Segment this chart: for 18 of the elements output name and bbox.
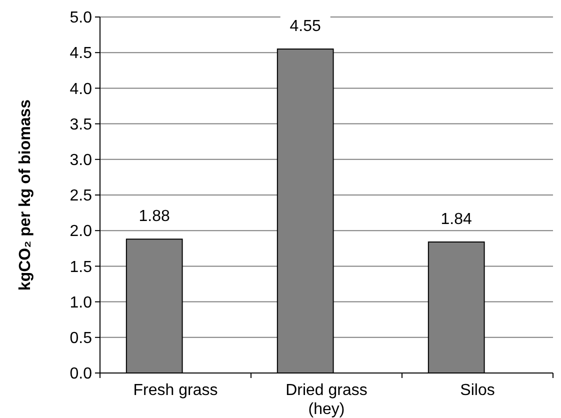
data-label: 1.88 xyxy=(138,208,170,226)
y-tick-label: 2.5 xyxy=(70,188,92,205)
data-label: 4.55 xyxy=(290,18,322,36)
data-label: 1.84 xyxy=(440,210,472,228)
y-tick-label: 1.0 xyxy=(70,294,92,312)
y-tick-label: 4.5 xyxy=(70,45,92,62)
y-tick-label: 3.5 xyxy=(70,116,92,134)
x-tick-label: Dried grass (hey) xyxy=(286,382,368,418)
y-tick-label: 1.5 xyxy=(70,258,92,276)
y-tick-label: 4.0 xyxy=(70,80,92,98)
x-tick-label: Silos xyxy=(460,382,495,399)
y-tick-label: 0.5 xyxy=(70,330,92,347)
x-tick-label: Fresh grass xyxy=(133,382,218,399)
y-tick-label: 0.0 xyxy=(70,366,92,383)
y-axis-title: kgCO₂ per kg of biomass xyxy=(17,99,34,291)
y-tick-label: 5.0 xyxy=(70,10,92,27)
y-tick-label: 3.0 xyxy=(70,152,92,169)
y-tick-label: 2.0 xyxy=(70,223,92,240)
